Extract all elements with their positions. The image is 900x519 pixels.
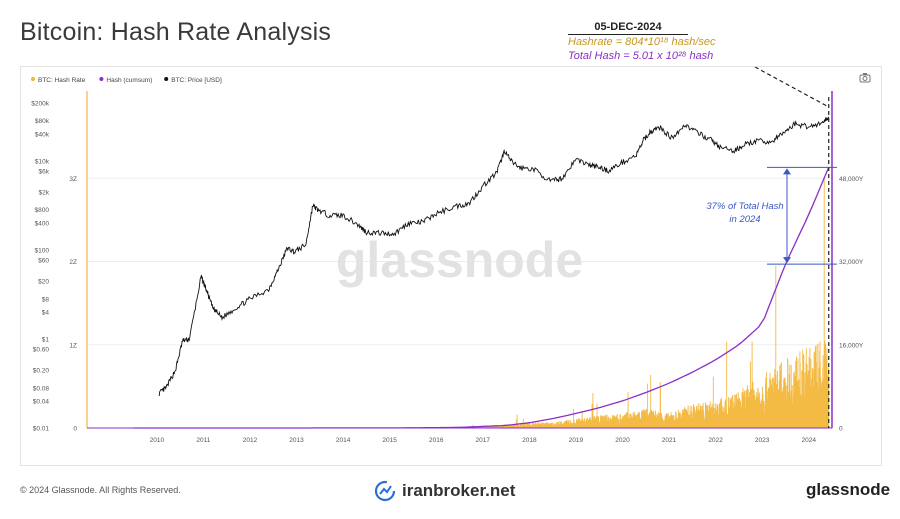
price-tick-label: $0.04: [33, 399, 50, 406]
share-arrow-head-down: [783, 257, 791, 264]
legend-label-0: BTC: Hash Rate: [38, 77, 86, 84]
cumsum-tick-label: 48,000Y: [839, 176, 864, 183]
price-tick-label: $800: [35, 207, 50, 214]
share-arrow-head-up: [783, 168, 791, 175]
price-tick-label: $2k: [39, 190, 50, 197]
annotation-date: 05-DEC-2024: [568, 20, 688, 35]
hashrate-tick-label: 3Z: [69, 176, 77, 183]
watermark-text: glassnode: [336, 232, 583, 288]
hashrate-bars: [412, 178, 830, 428]
price-tick-label: $0.01: [33, 426, 50, 433]
x-tick-label: 2018: [522, 437, 537, 444]
cumsum-tick-label: 0: [839, 426, 843, 433]
price-tick-label: $0.08: [33, 385, 50, 392]
price-tick-label: $10k: [35, 158, 50, 165]
price-tick-label: $0.60: [33, 346, 50, 353]
iranbroker-logo-icon: [374, 480, 396, 502]
x-tick-label: 2015: [382, 437, 397, 444]
x-tick-label: 2014: [336, 437, 351, 444]
chart-legend: BTC: Hash Rate Hash (cumsum) BTC: Price [U…: [31, 77, 222, 84]
copyright-text: © 2024 Glassnode. All Rights Reserved.: [20, 485, 181, 495]
x-tick-label: 2017: [476, 437, 491, 444]
price-tick-label: $400: [35, 221, 50, 228]
hashrate-tick-label: 1Z: [69, 342, 77, 349]
hash-rate-chart: BTC: Hash Rate Hash (cumsum) BTC: Price [U…: [31, 66, 871, 444]
legend-marker-0: [31, 77, 35, 81]
hashrate-tick-label: 0: [73, 426, 77, 433]
annotation-overlay: 37% of Total Hash in 2024: [706, 66, 837, 428]
cumsum-tick-label: 16,000Y: [839, 342, 864, 349]
price-tick-label: $100: [35, 247, 50, 254]
price-tick-label: $60: [38, 257, 49, 264]
iranbroker-text: iranbroker.net: [402, 481, 516, 500]
page-title: Bitcoin: Hash Rate Analysis: [20, 18, 332, 46]
x-tick-label: 2016: [429, 437, 444, 444]
x-tick-label: 2019: [569, 437, 584, 444]
price-tick-label: $8: [42, 296, 50, 303]
cumsum-tick-label: 32,000Y: [839, 259, 864, 266]
x-tick-label: 2012: [243, 437, 258, 444]
annotation-hashrate: Hashrate = 804*10¹⁸ hash/sec: [568, 36, 716, 48]
legend-marker-1: [99, 77, 104, 81]
camera-icon[interactable]: [859, 73, 871, 83]
legend-label-1: Hash (cumsum): [106, 77, 152, 84]
price-tick-label: $40k: [35, 132, 50, 139]
hash-rate-bars: [412, 178, 830, 428]
chart-gridlines: [87, 177, 832, 429]
hashrate-tick-label: 2Z: [69, 259, 77, 266]
share-label-line2: in 2024: [729, 214, 760, 225]
x-tick-label: 2013: [289, 437, 304, 444]
price-tick-label: $0.20: [33, 368, 50, 375]
legend-marker-2: [164, 77, 169, 81]
price-tick-label: $6k: [39, 168, 50, 175]
price-tick-label: $200k: [31, 101, 49, 108]
x-tick-label: 2020: [615, 437, 630, 444]
price-line: [158, 116, 830, 397]
watermark: glassnode: [336, 232, 583, 288]
x-tick-label: 2011: [196, 437, 210, 444]
annotation-total-hash: Total Hash = 5.01 x 10²⁸ hash: [568, 50, 714, 62]
snapshot-annotation: 05-DEC-2024 Hashrate = 804*10¹⁸ hash/sec…: [568, 20, 738, 63]
x-tick-label: 2010: [150, 437, 165, 444]
price-tick-label: $1: [42, 336, 50, 343]
x-tick-label: 2021: [662, 437, 677, 444]
x-tick-label: 2024: [801, 437, 816, 444]
chart-axes: 3Z 2Z 1Z 0 48,000Y 32,000Y 16,000Y 0 $200k $80k $4…: [31, 91, 864, 444]
annotation-pointer: [754, 66, 830, 108]
x-tick-label: 2022: [708, 437, 723, 444]
price-tick-label: $20: [38, 279, 49, 286]
legend-label-2: BTC: Price [USD]: [171, 77, 222, 84]
x-tick-label: 2023: [755, 437, 770, 444]
iranbroker-brand: iranbroker.net: [374, 480, 515, 502]
price-tick-label: $80k: [35, 118, 50, 125]
price-tick-label: $4: [42, 310, 50, 317]
chart-container: BTC: Hash Rate Hash (cumsum) BTC: Price [U…: [20, 66, 882, 466]
share-label-line1: 37% of Total Hash: [706, 201, 783, 212]
glassnode-logo: glassnode: [806, 480, 891, 499]
